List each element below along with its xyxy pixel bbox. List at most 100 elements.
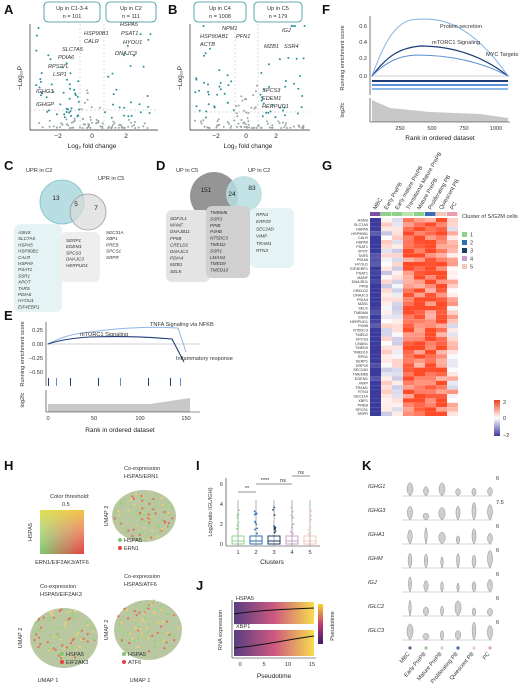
umap-point — [138, 517, 142, 520]
gene-name: SERP1 — [66, 238, 82, 243]
umap-point — [121, 514, 124, 517]
volcano-point — [91, 121, 93, 124]
heatmap-cell — [381, 345, 392, 350]
umap-point — [49, 642, 52, 646]
volcano-point — [118, 106, 121, 109]
umap-point — [148, 498, 152, 501]
volcano-point — [149, 33, 152, 36]
heatmap-cell — [425, 270, 436, 276]
panel-a-points — [35, 27, 152, 129]
volcano-point — [110, 127, 113, 129]
heatmap-cell — [403, 240, 414, 245]
heatmap-cell — [403, 336, 414, 342]
umap-point — [63, 646, 66, 650]
umap-point — [34, 621, 37, 624]
volcano-point — [253, 126, 256, 129]
cluster-legend-label: 5 — [470, 265, 473, 271]
volcano-point — [74, 92, 77, 95]
volcano-point — [260, 126, 263, 129]
heatmap-cell — [392, 297, 403, 302]
heatmap-cell — [436, 248, 447, 254]
volcano-point — [129, 101, 132, 104]
heatmap-cell — [436, 367, 447, 372]
volcano-point — [207, 83, 209, 86]
volcano-point — [111, 72, 114, 75]
panel-a-label: A — [4, 2, 14, 17]
heatmap-cell — [392, 341, 403, 346]
heatmap-row-label: HSP90B1 — [351, 232, 368, 236]
umap-point — [170, 506, 173, 509]
volcano-point — [285, 122, 287, 125]
panel-i-boxes — [231, 500, 317, 546]
heatmap-cell — [447, 341, 458, 346]
volcano-point — [255, 126, 258, 129]
heatmap-cell — [447, 363, 458, 368]
heatmap-cell — [414, 235, 425, 240]
volcano-point — [77, 80, 80, 83]
violin-gene-label: IGHM — [368, 556, 383, 562]
umap-point — [56, 626, 59, 629]
volcano-point — [247, 120, 250, 123]
heatmap-cell — [425, 235, 436, 240]
heatmap-cell — [381, 394, 392, 399]
volcano-point — [65, 107, 68, 110]
box-outlier — [273, 506, 276, 509]
heatmap-row-label: MZB1 — [358, 302, 368, 306]
umap-point — [60, 608, 63, 611]
umap-point — [147, 650, 151, 653]
volcano-point — [113, 122, 116, 125]
volcano-point — [70, 107, 73, 110]
x-axis-label: Pseudotime — [257, 673, 292, 680]
heatmap-cell — [436, 363, 447, 368]
heatmap-cell — [381, 319, 392, 324]
umap-point — [150, 513, 153, 516]
box-outlier — [273, 531, 276, 534]
heatmap-cell — [370, 310, 381, 315]
volcano-point — [216, 93, 219, 96]
volcano-point — [82, 123, 85, 126]
volcano-point — [250, 127, 253, 129]
volcano-point — [46, 110, 49, 113]
volcano-point — [246, 126, 249, 129]
gene-name: PREB — [106, 242, 119, 247]
volcano-point — [86, 98, 89, 101]
heatmap-cell — [392, 380, 403, 386]
umap-point — [156, 535, 159, 538]
gene-2-label: XBP1 — [236, 624, 250, 630]
volcano-point — [41, 92, 44, 95]
volcano-point — [232, 109, 235, 112]
volcano-point — [55, 113, 58, 116]
gene-label: HSPA5 — [120, 22, 139, 28]
heatmap-cell — [447, 385, 458, 390]
heatmap-cell — [414, 394, 425, 399]
legend-tnfa: TNFA Signaling via NFKB — [150, 322, 214, 328]
gene-name: PPIB — [210, 223, 220, 228]
heatmap-row-label: TMEM66 — [353, 373, 368, 377]
heatmap-cell — [436, 306, 447, 311]
heatmap-cell — [447, 297, 458, 302]
volcano-point — [295, 57, 298, 60]
gene-label: SLC7A5 — [62, 47, 84, 53]
umap-3-points — [117, 599, 180, 653]
panel-b: B Up in C4 n = 1008 Up in C5 n = 179 NPM… — [168, 1, 310, 150]
heatmap-cell — [414, 372, 425, 377]
violin — [407, 506, 413, 521]
x-tick: −2 — [212, 133, 220, 140]
violin-gene-label: IGHG3 — [368, 508, 386, 514]
gene-name: SRPR — [106, 255, 119, 260]
umap-point — [139, 601, 142, 604]
heatmap-cell — [392, 266, 403, 271]
umap-point — [54, 648, 57, 651]
heatmap-cell — [370, 367, 381, 372]
heatmap-cell — [381, 385, 392, 390]
volcano-point — [284, 114, 286, 117]
violin-column-dot — [408, 646, 412, 650]
umap-point — [171, 517, 174, 520]
gene-name: SLC7A5 — [18, 236, 36, 241]
heatmap-cell — [425, 350, 436, 355]
violin — [440, 556, 444, 569]
volcano-point — [241, 99, 244, 102]
heatmap-row-label: TMED9 — [355, 346, 368, 350]
heatmap-cell — [370, 257, 381, 262]
